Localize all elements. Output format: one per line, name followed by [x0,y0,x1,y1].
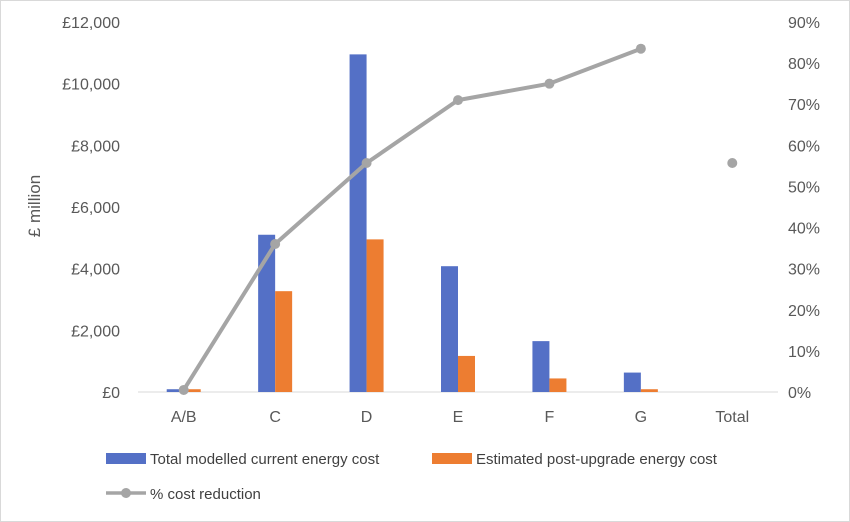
y2-tick-label: 80% [788,56,820,73]
legend-label-post: Estimated post-upgrade energy cost [476,451,718,468]
bar-post-upgrade [183,389,201,392]
reduction-point [727,158,738,169]
x-tick-label: Total [715,409,749,426]
y2-tick-label: 20% [788,303,820,320]
x-tick-label: E [453,409,464,426]
y2-tick-label: 0% [788,385,811,402]
reduction-point [544,78,555,89]
bars [166,54,658,392]
y-tick-label: £12,000 [62,15,120,32]
reduction-point [453,95,463,106]
legend-label-current: Total modelled current energy cost [150,451,380,468]
bar-current [166,389,184,392]
y2-tick-label: 40% [788,221,820,238]
y2-axis-ticks: 0% 10% 20% 30% 40% 50% 60% 70% 80% 90% [788,15,820,402]
legend-swatch-current [106,453,146,464]
y2-tick-label: 50% [788,179,820,196]
legend-swatch-reduction-marker [121,488,131,498]
y-tick-label: £6,000 [71,200,120,217]
y-tick-label: £4,000 [71,262,120,279]
y2-tick-label: 90% [788,15,820,32]
bar-post-upgrade [549,378,567,392]
bar-post-upgrade [275,291,293,392]
reduction-line [182,46,642,392]
bar-current [623,372,641,392]
bar-current [532,341,550,392]
x-tick-label: C [269,409,281,426]
reduction-point [361,158,372,169]
reduction-point [635,43,646,54]
bar-post-upgrade [458,355,475,392]
legend-label-reduction: % cost reduction [150,486,261,503]
bar-current [349,54,367,392]
y-tick-label: £2,000 [71,323,120,340]
bar-current [258,234,276,392]
x-tick-label: A/B [171,409,197,426]
y-axis-title: £ million [25,175,44,237]
reduction-point [270,239,281,249]
x-axis-ticks: A/B C D E F G Total [171,409,749,426]
reduction-point [178,384,189,395]
x-tick-label: D [361,409,373,426]
y2-tick-label: 10% [788,344,820,361]
y-tick-label: £8,000 [71,138,120,155]
bar-current [441,266,458,392]
bar-post-upgrade [640,389,658,392]
y-tick-label: £10,000 [62,77,120,94]
y2-tick-label: 60% [788,138,820,155]
bar-post-upgrade [366,239,384,392]
y-axis-ticks: £0 £2,000 £4,000 £6,000 £8,000 £10,000 £12,000 [62,15,120,402]
legend: Total modelled current energy cost Estim… [106,451,718,503]
x-tick-label: G [635,409,647,426]
line-series [178,43,738,395]
y-tick-label: £0 [102,385,120,402]
y2-tick-label: 70% [788,97,820,114]
legend-swatch-post [432,453,472,464]
y2-tick-label: 30% [788,262,820,279]
x-tick-label: F [545,409,555,426]
